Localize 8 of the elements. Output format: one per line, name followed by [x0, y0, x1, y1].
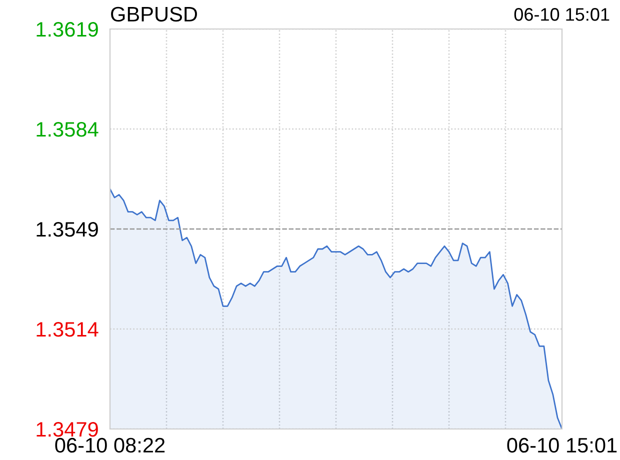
y-tick-label: 1.3584: [36, 122, 98, 137]
y-tick-label: 1.3619: [36, 22, 98, 37]
y-tick-label: 1.3549: [36, 222, 98, 237]
y-tick-label: 1.3479: [36, 422, 98, 437]
y-tick-label: 1.3514: [36, 322, 98, 337]
x-tick-label: 06-10 08:22: [55, 438, 165, 453]
text: 06-10 15:01: [514, 8, 610, 21]
chart-title: GBPUSD: [111, 6, 197, 22]
